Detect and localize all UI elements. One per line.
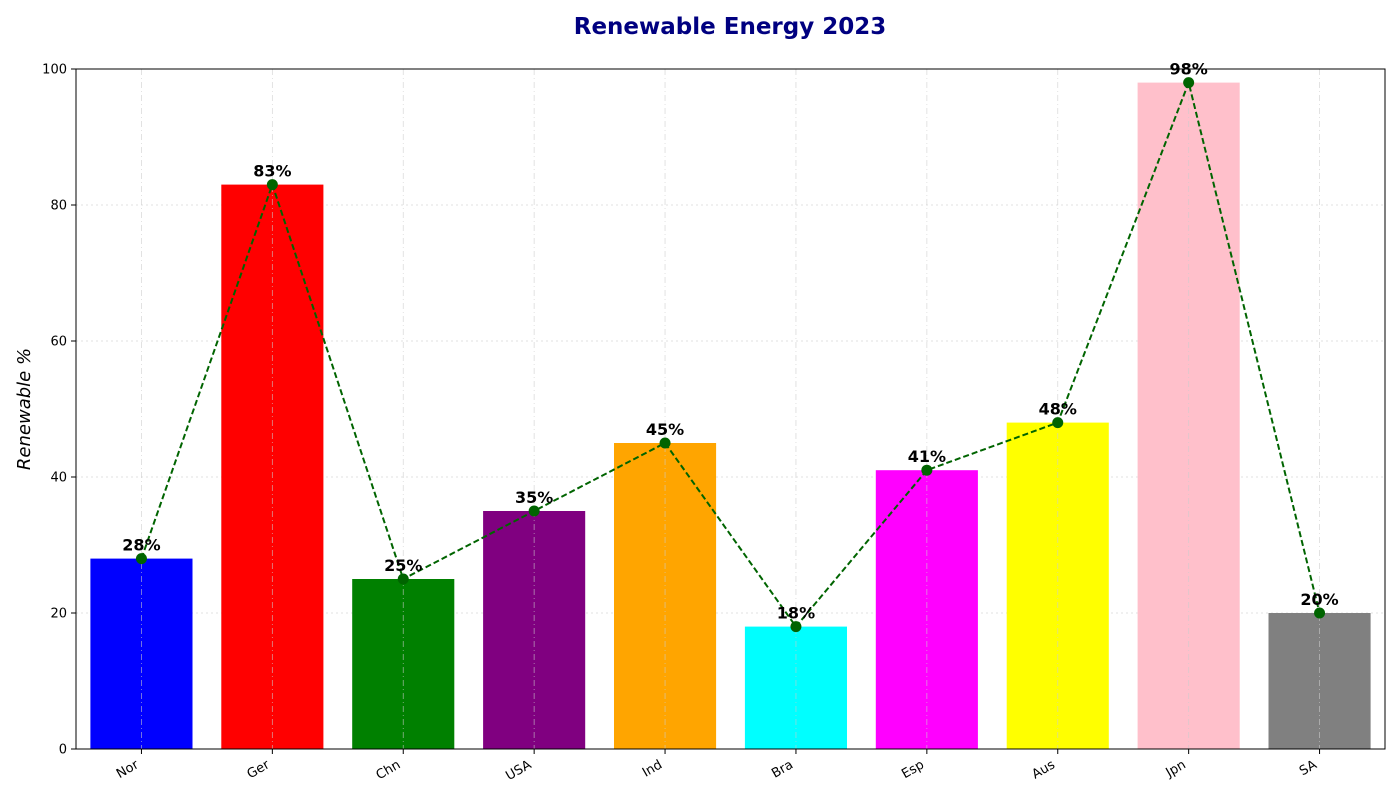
trend-marker-sa	[1314, 607, 1326, 619]
trend-marker-ger	[266, 179, 278, 191]
y-tick-label: 60	[50, 335, 67, 350]
data-label-sa: 20%	[1300, 590, 1338, 609]
y-tick-label: 0	[59, 743, 67, 758]
data-label-ind: 45%	[646, 420, 684, 439]
trend-marker-bra	[790, 621, 802, 633]
data-label-nor: 28%	[122, 536, 160, 555]
trend-marker-jpn	[1183, 77, 1195, 89]
data-label-ger: 83%	[253, 162, 291, 181]
data-label-bra: 18%	[777, 604, 815, 623]
trend-line-path	[140, 79, 1321, 629]
y-axis-label: Renewable %	[14, 348, 35, 470]
trend-line	[135, 77, 1326, 633]
plot-frame	[75, 68, 1386, 750]
data-label-aus: 48%	[1039, 400, 1077, 419]
vertical-grid-lines	[141, 69, 1320, 749]
data-labels: 28%83%25%35%45%18%41%48%98%20%	[122, 60, 1338, 623]
trend-marker-ind	[659, 437, 671, 449]
data-label-chn: 25%	[384, 556, 422, 575]
trend-marker-usa	[528, 505, 540, 517]
y-tick-label: 40	[50, 471, 67, 486]
bars	[90, 82, 1371, 750]
chart-title: Renewable Energy 2023	[574, 14, 887, 40]
trend-marker-esp	[921, 464, 933, 476]
y-tick-label: 100	[42, 63, 67, 78]
trend-marker-aus	[1052, 417, 1064, 429]
data-label-esp: 41%	[908, 447, 946, 466]
y-tick-label: 80	[50, 199, 67, 214]
data-label-usa: 35%	[515, 488, 553, 507]
trend-marker-nor	[135, 553, 147, 565]
y-tick-label: 20	[50, 607, 67, 622]
trend-marker-chn	[397, 573, 409, 585]
